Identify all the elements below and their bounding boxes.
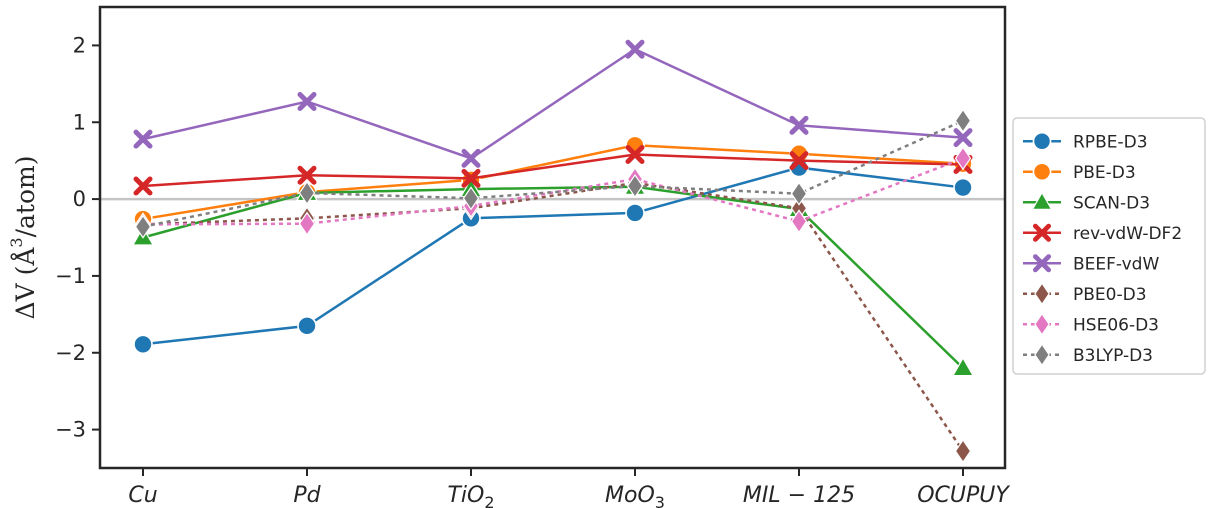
data-point-rev-vdw-df2: [133, 176, 153, 196]
data-point-beef-vdw: [461, 148, 481, 168]
data-point-b3lyp-d3: [954, 108, 972, 133]
data-point-b3lyp-d3: [462, 186, 480, 211]
y-tick-label: −1: [55, 264, 86, 288]
legend-marker-hse06-d3: [1034, 312, 1050, 336]
data-point-rev-vdw-df2: [461, 168, 481, 188]
series-rev-vdw-df2: [133, 145, 973, 196]
legend-label: PBE0-D3: [1073, 285, 1147, 305]
legend-marker-scan-d3: [1031, 191, 1053, 210]
data-point-pbe0-d3: [954, 439, 972, 464]
legend-label: rev-vdW-DF2: [1073, 224, 1182, 244]
data-point-b3lyp-d3: [298, 180, 316, 206]
data-point-hse06-d3: [954, 146, 972, 171]
series-pbe-d3: [133, 135, 973, 229]
data-point-beef-vdw: [297, 92, 317, 112]
legend-marker-beef-vdw: [1032, 254, 1052, 273]
x-tick-label: OCUPUY: [917, 483, 1010, 508]
legend-label: PBE-D3: [1073, 163, 1136, 183]
data-point-rev-vdw-df2: [789, 151, 809, 171]
legend-item-scan-d3: SCAN-D3: [1023, 191, 1150, 213]
legend-label: SCAN-D3: [1073, 193, 1150, 213]
series-line-rpbe-d3: [142, 166, 964, 346]
legend-marker-pbe-d3: [1032, 162, 1052, 182]
x-tick-label: MoO3: [605, 483, 665, 508]
data-point-b3lyp-d3: [790, 181, 808, 206]
data-point-rev-vdw-df2: [625, 145, 645, 165]
data-point-beef-vdw: [953, 128, 973, 148]
series-b3lyp-d3: [134, 108, 972, 239]
legend-item-rev-vdw-df2: rev-vdW-DF2: [1023, 223, 1182, 244]
data-point-rpbe-d3: [953, 177, 973, 198]
data-point-rev-vdw-df2: [297, 165, 317, 185]
plot-frame: [98, 5, 1007, 470]
y-tick-label: 0: [73, 187, 86, 211]
legend-box: [1012, 117, 1206, 375]
legend-label: BEEF-vdW: [1073, 254, 1159, 274]
data-point-hse06-d3: [298, 211, 316, 236]
legend-item-hse06-d3: HSE06-D3: [1023, 312, 1159, 336]
legend-marker-pbe0-d3: [1034, 282, 1050, 306]
legend: RPBE-D3 PBE-D3 SCAN-D3 rev-vdW-DF2 BEEF-vdW P…: [1012, 117, 1206, 375]
y-tick-label: −2: [55, 341, 86, 365]
data-point-b3lyp-d3: [134, 214, 152, 239]
series-line-pbe-d3: [142, 144, 964, 221]
data-point-beef-vdw: [789, 115, 809, 135]
series-line-rev-vdw-df2: [142, 153, 964, 188]
series-line-beef-vdw: [142, 47, 964, 160]
legend-label: B3LYP-D3: [1073, 346, 1153, 366]
x-tick-label: Pd: [293, 483, 321, 508]
series-line-scan-d3: [142, 185, 964, 370]
series-rpbe-d3: [133, 157, 973, 355]
legend-item-pbe-d3: PBE-D3: [1023, 162, 1136, 183]
y-tick-label: −3: [55, 418, 86, 442]
series-line-hse06-d3: [142, 157, 964, 226]
data-point-scan-d3: [951, 356, 975, 377]
legend-item-beef-vdw: BEEF-vdW: [1023, 254, 1159, 274]
x-tick-label: TiO2: [447, 483, 494, 508]
data-point-beef-vdw: [133, 129, 153, 149]
legend-label: HSE06-D3: [1073, 315, 1159, 335]
x-tick-label: MIL − 125: [743, 483, 855, 508]
y-axis-title: ΔV (Å3/atom): [7, 156, 40, 320]
legend-marker-rev-vdw-df2: [1032, 223, 1052, 242]
y-tick-label: 2: [73, 33, 86, 57]
series-beef-vdw: [133, 39, 973, 168]
legend-item-rpbe-d3: RPBE-D3: [1023, 131, 1148, 152]
data-point-rpbe-d3: [297, 316, 317, 336]
legend-marker-b3lyp-d3: [1034, 343, 1050, 367]
data-point-beef-vdw: [625, 39, 645, 59]
series-scan-d3: [131, 175, 975, 377]
series-line-pbe0-d3: [142, 181, 965, 452]
legend-marker-rpbe-d3: [1032, 131, 1052, 151]
y-tick-label: 1: [73, 110, 86, 134]
data-point-hse06-d3: [790, 209, 808, 234]
legend-label: RPBE-D3: [1073, 132, 1148, 152]
data-point-rpbe-d3: [133, 334, 153, 355]
x-tick-label: Cu: [128, 483, 157, 508]
data-point-rpbe-d3: [625, 203, 645, 223]
series-line-b3lyp-d3: [142, 119, 964, 228]
legend-item-pbe0-d3: PBE0-D3: [1023, 282, 1147, 306]
data-point-b3lyp-d3: [626, 173, 644, 199]
legend-item-b3lyp-d3: B3LYP-D3: [1023, 343, 1153, 367]
